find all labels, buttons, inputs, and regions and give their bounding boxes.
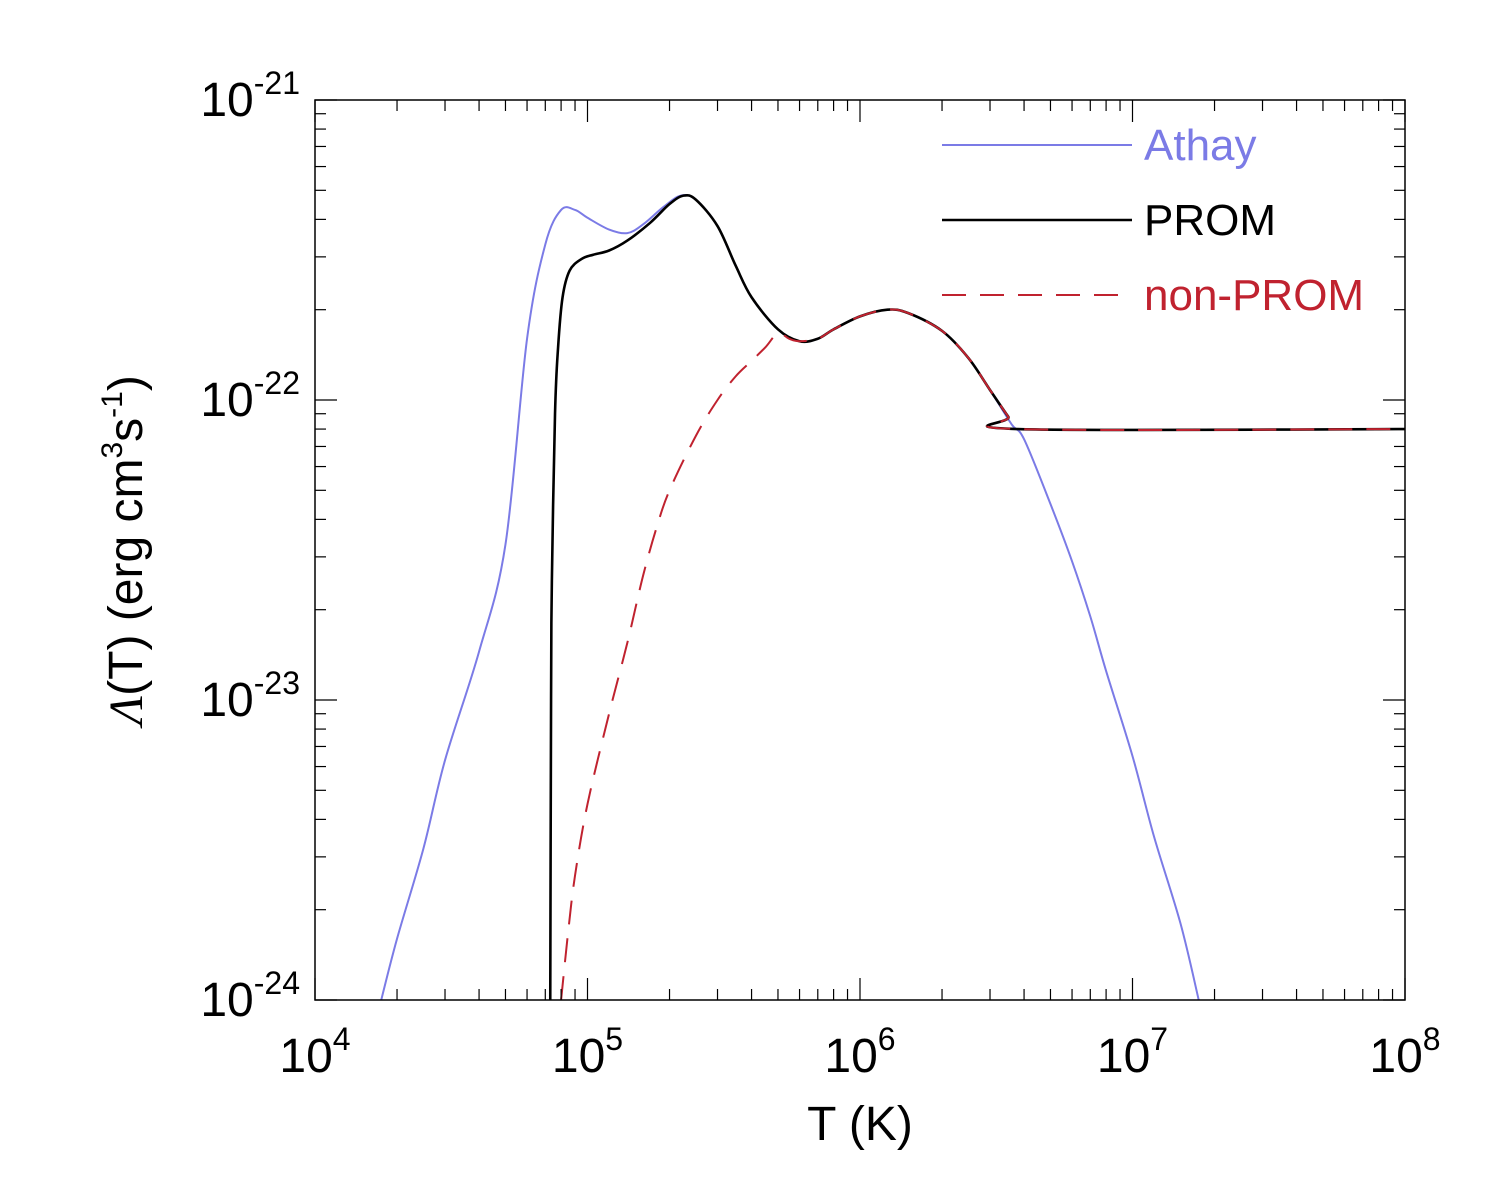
- x-tick-label-base: 10: [1097, 1030, 1150, 1083]
- x-tick-label: 104: [279, 1021, 350, 1083]
- x-axis-title: T (K): [807, 1098, 913, 1151]
- x-tick-label: 106: [824, 1021, 895, 1083]
- y-tick-label-base: 10: [200, 974, 253, 1027]
- x-tick-labels: 104 105 106 107 108: [279, 1021, 1440, 1083]
- plot-frame: [314, 99, 1406, 1001]
- x-tick-label-exponent: 5: [605, 1021, 623, 1057]
- x-tick-label-exponent: 7: [1150, 1021, 1168, 1057]
- y-tick-label-exponent: -23: [254, 665, 300, 701]
- y-axis-title-pre: (T) (erg cm: [100, 459, 153, 696]
- x-tick-label-exponent: 8: [1423, 1021, 1441, 1057]
- legend-label-prom: PROM: [1144, 196, 1276, 245]
- y-axis-title-post: ): [100, 375, 153, 391]
- y-axis-title-mid: s: [100, 418, 153, 442]
- y-tick-label-exponent: -21: [254, 65, 300, 101]
- y-tick-label-exponent: -22: [254, 365, 300, 401]
- series-layer: [380, 193, 1405, 1000]
- y-tick-label: 10-22: [200, 365, 300, 427]
- x-tick-label-base: 10: [824, 1030, 877, 1083]
- x-tick-label: 105: [552, 1021, 623, 1083]
- y-tick-label: 10-23: [200, 665, 300, 727]
- x-tick-label: 107: [1097, 1021, 1168, 1083]
- x-tick-label-base: 10: [279, 1030, 332, 1083]
- y-tick-label-base: 10: [200, 74, 253, 127]
- series-line-non-prom: [560, 308, 1405, 1000]
- legend-label-non-prom: non-PROM: [1144, 271, 1364, 320]
- series-line-athay: [380, 194, 1200, 1000]
- y-tick-label-exponent: -24: [254, 965, 300, 1001]
- x-tick-label-base: 10: [552, 1030, 605, 1083]
- legend-label-athay: Athay: [1144, 121, 1257, 170]
- y-axis-title-exp3: 3: [96, 442, 129, 459]
- y-tick-label: 10-21: [200, 65, 300, 127]
- x-tick-label-exponent: 6: [878, 1021, 896, 1057]
- y-axis-title-lambda: Λ: [100, 696, 153, 729]
- y-axis-title-expm1: -1: [96, 391, 129, 418]
- y-axis-title: Λ(T) (erg cm3s-1): [96, 375, 153, 729]
- x-tick-label: 108: [1369, 1021, 1440, 1083]
- y-tick-label-base: 10: [200, 374, 253, 427]
- x-tick-label-base: 10: [1369, 1030, 1422, 1083]
- y-tick-label-base: 10: [200, 674, 253, 727]
- legend: Athay PROM non-PROM: [942, 121, 1364, 320]
- x-tick-label-exponent: 4: [333, 1021, 351, 1057]
- y-tick-label: 10-24: [200, 965, 300, 1027]
